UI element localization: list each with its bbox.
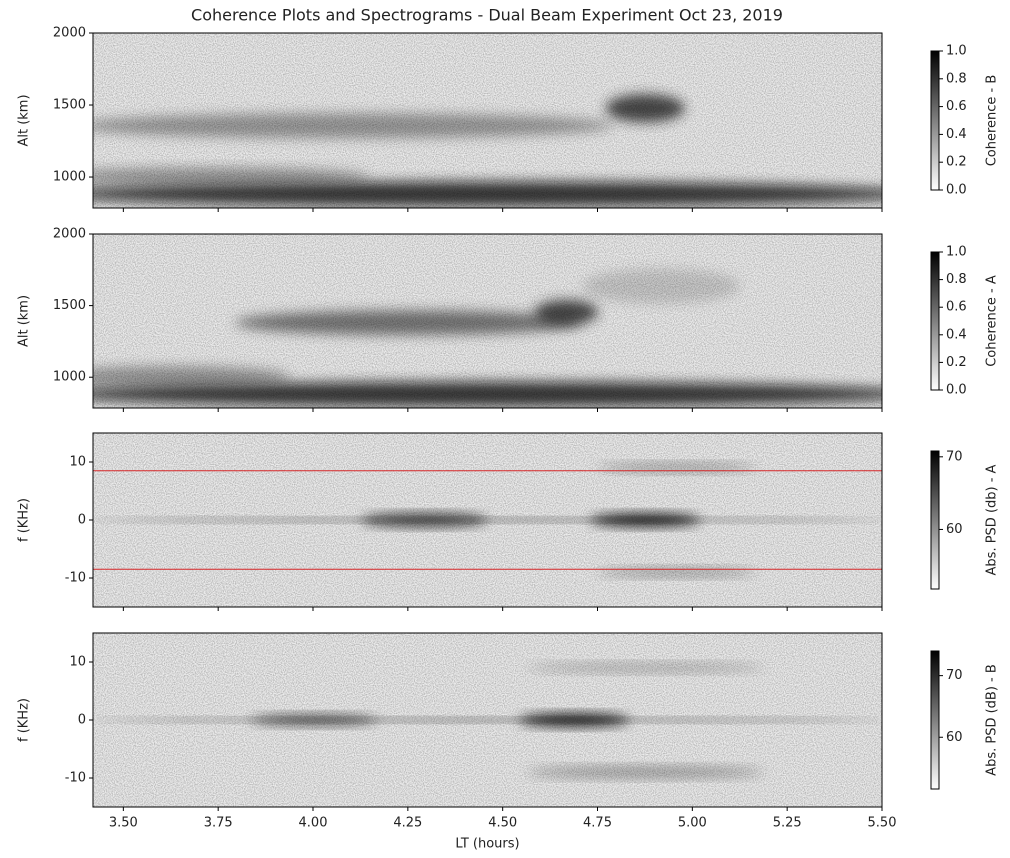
y-tick-label: 1500 <box>53 298 86 313</box>
colorbar-tick-label: 60 <box>946 522 963 537</box>
x-tick-label: 4.25 <box>393 816 422 831</box>
colorbar-tick-label: 0.6 <box>946 300 967 315</box>
colorbar-tick-label: 0.4 <box>946 127 967 142</box>
colorbar <box>930 251 940 391</box>
y-tick-label: 1000 <box>53 370 86 385</box>
x-tick-label: 4.75 <box>583 816 612 831</box>
colorbar-tick-label: 0.6 <box>946 99 967 114</box>
colorbar-label: Abs. PSD (dB) - B <box>985 664 1000 776</box>
colorbar-label: Coherence - A <box>985 275 1000 367</box>
y-tick-label: 1500 <box>53 98 86 113</box>
y-tick-label: 10 <box>69 655 86 670</box>
colorbar-label: Abs. PSD (db) - A <box>985 464 1000 575</box>
y-axis-label: Alt (km) <box>17 94 32 146</box>
colorbar-tick-label: 0.8 <box>946 272 967 287</box>
colorbar-tick-label: 70 <box>946 449 963 464</box>
colorbar-tick-label: 0.2 <box>946 355 967 370</box>
heatmap <box>93 633 882 807</box>
x-tick-label: 3.50 <box>109 816 138 831</box>
y-axis-label: f (KHz) <box>17 498 32 542</box>
colorbar-tick-label: 0.2 <box>946 155 967 170</box>
y-tick-label: -10 <box>65 771 86 786</box>
colorbar <box>930 450 940 590</box>
heatmap <box>93 33 882 208</box>
y-tick-label: 2000 <box>53 26 86 41</box>
y-tick-label: 0 <box>78 713 86 728</box>
colorbar <box>930 650 940 790</box>
y-axis-label: f (KHz) <box>17 698 32 742</box>
colorbar-tick-label: 60 <box>946 730 963 745</box>
x-tick-label: 4.50 <box>488 816 517 831</box>
y-tick-label: 0 <box>78 513 86 528</box>
colorbar-tick-label: 1.0 <box>946 245 967 260</box>
y-tick-label: 10 <box>69 455 86 470</box>
y-axis-label: Alt (km) <box>17 295 32 347</box>
colorbar-tick-label: 0.0 <box>946 183 967 198</box>
colorbar-tick-label: 70 <box>946 668 963 683</box>
colorbar-tick-label: 0.0 <box>946 383 967 398</box>
x-tick-label: 5.50 <box>868 816 897 831</box>
heatmap-noise <box>93 234 882 408</box>
colorbar <box>930 50 940 191</box>
heatmap <box>93 234 882 408</box>
colorbar-tick-label: 0.8 <box>946 71 967 86</box>
x-tick-label: 5.25 <box>773 816 802 831</box>
heatmap-noise <box>93 433 882 607</box>
colorbar-label: Coherence - B <box>985 75 1000 167</box>
x-tick-label: 4.00 <box>299 816 328 831</box>
colorbar-tick-label: 1.0 <box>946 44 967 59</box>
x-tick-label: 5.00 <box>678 816 707 831</box>
x-tick-label: 3.75 <box>204 816 233 831</box>
x-axis-label: LT (hours) <box>455 837 519 852</box>
colorbar-tick-label: 0.4 <box>946 327 967 342</box>
heatmap-noise <box>93 633 882 807</box>
plot-frame <box>92 233 883 409</box>
heatmap-noise <box>93 33 882 208</box>
y-tick-label: -10 <box>65 571 86 586</box>
plot-frame <box>92 32 883 209</box>
heatmap <box>93 433 882 607</box>
y-tick-label: 1000 <box>53 170 86 185</box>
figure-title: Coherence Plots and Spectrograms - Dual … <box>191 6 783 25</box>
y-tick-label: 2000 <box>53 227 86 242</box>
